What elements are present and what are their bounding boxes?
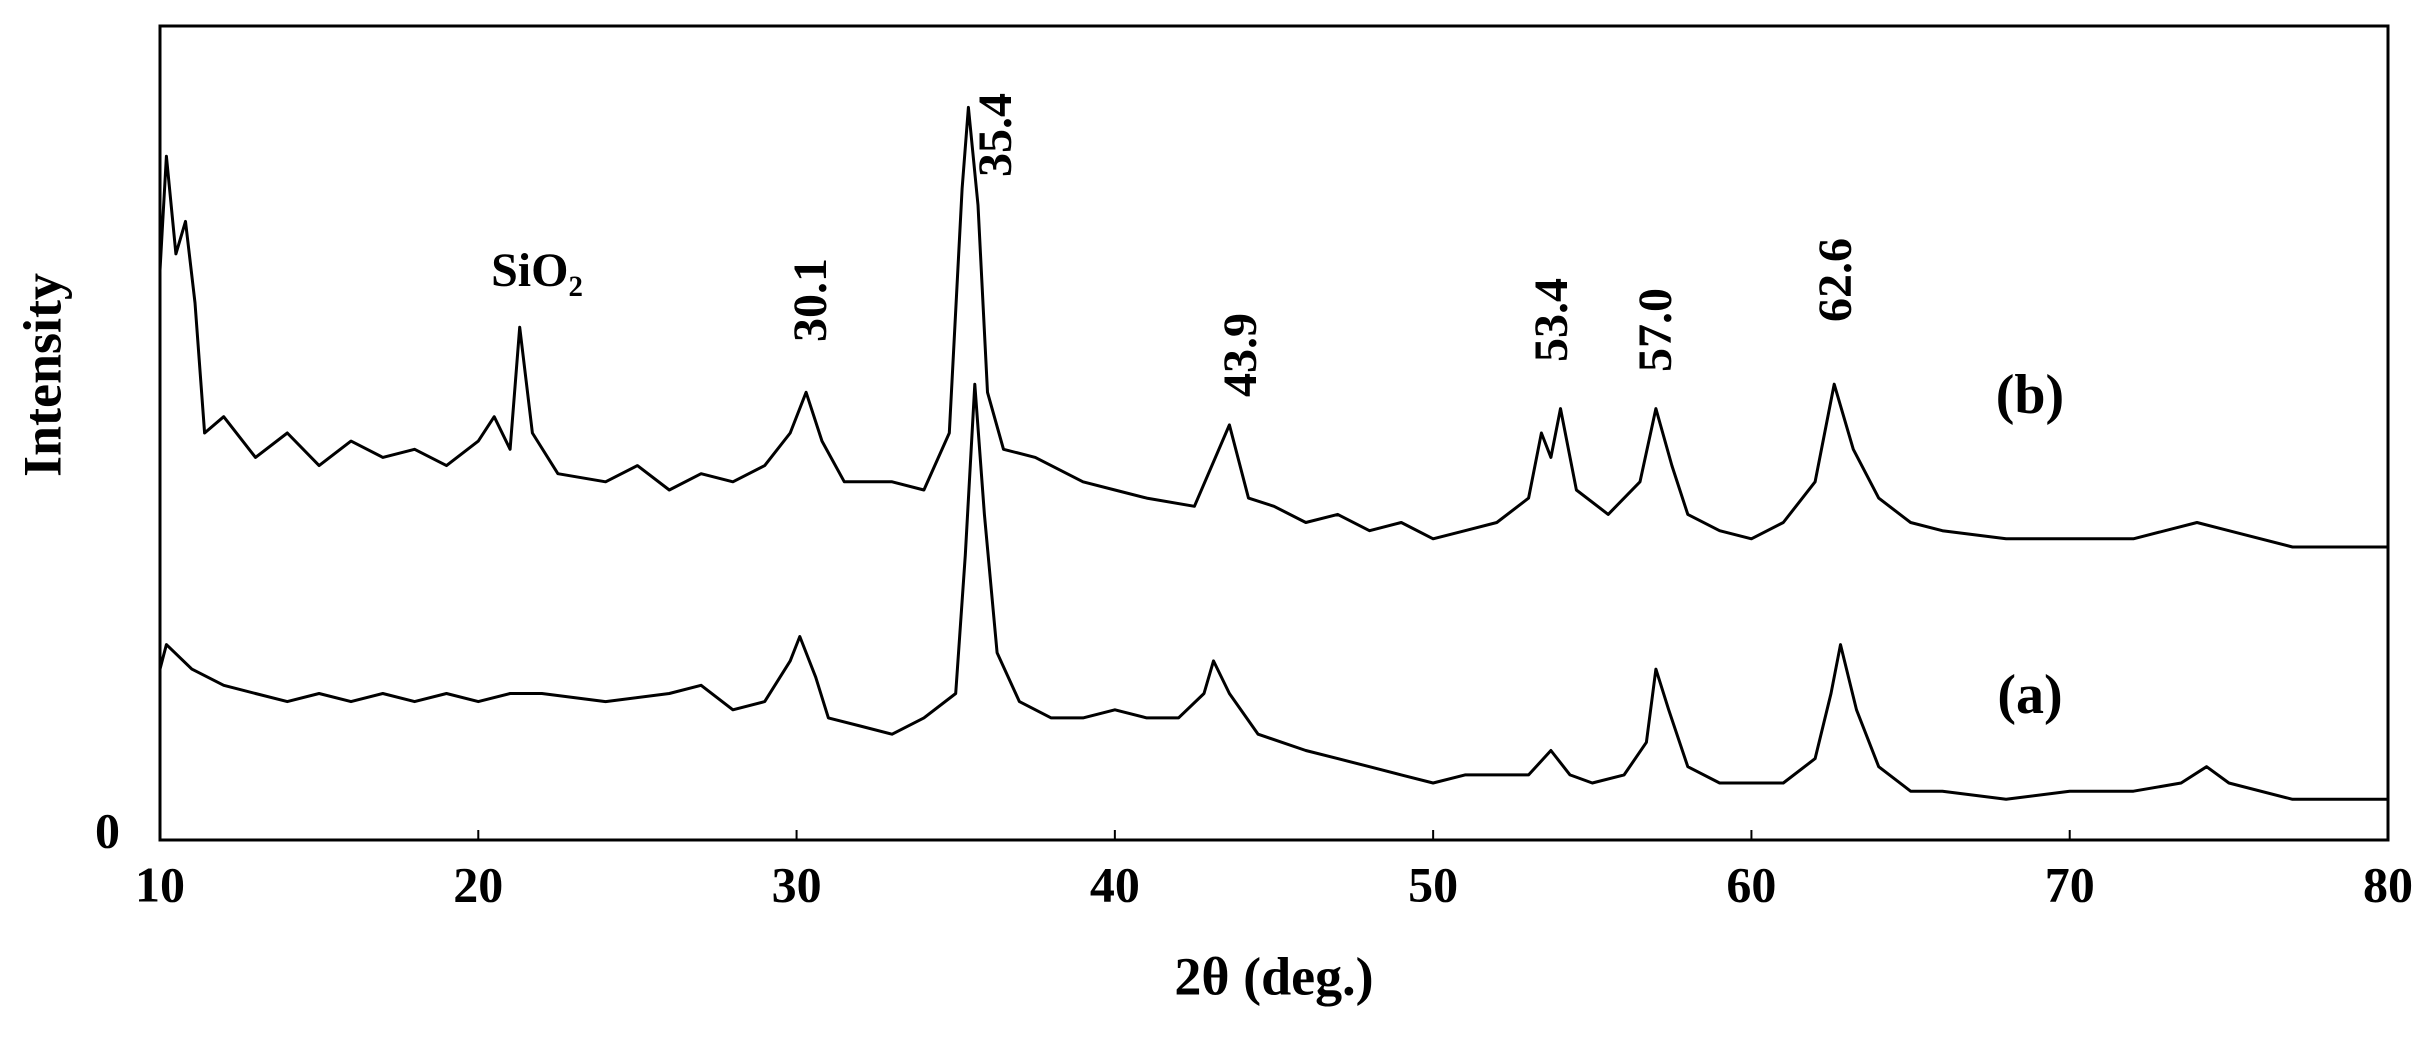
x-tick-label: 80 <box>2363 856 2413 912</box>
peak-label: 57.0 <box>1629 288 1682 372</box>
x-tick-label: 10 <box>135 856 185 912</box>
x-tick-label: 40 <box>1090 856 1140 912</box>
series-label: (b) <box>1996 364 2064 426</box>
x-tick-label: 70 <box>2045 856 2095 912</box>
x-tick-label: 20 <box>453 856 503 912</box>
peak-label: SiO₂ <box>491 244 583 297</box>
peak-label: 35.4 <box>969 93 1022 177</box>
y-axis-label: Intensity <box>12 273 72 477</box>
x-tick-label: 30 <box>772 856 822 912</box>
peak-label: 43.9 <box>1214 313 1267 397</box>
plot-frame <box>158 24 2390 842</box>
data-line <box>158 382 2388 801</box>
y-tick-label: 0 <box>95 802 120 858</box>
peak-label: 30.1 <box>784 258 837 342</box>
x-tick-label: 60 <box>1726 856 1776 912</box>
series-label: (a) <box>1997 664 2062 726</box>
data-line <box>158 105 2388 549</box>
peak-label: 62.6 <box>1809 238 1862 322</box>
peak-label: 53.4 <box>1525 278 1578 362</box>
x-axis-label: 2θ (deg.) <box>1174 946 1373 1006</box>
x-tick-label: 50 <box>1408 856 1458 912</box>
